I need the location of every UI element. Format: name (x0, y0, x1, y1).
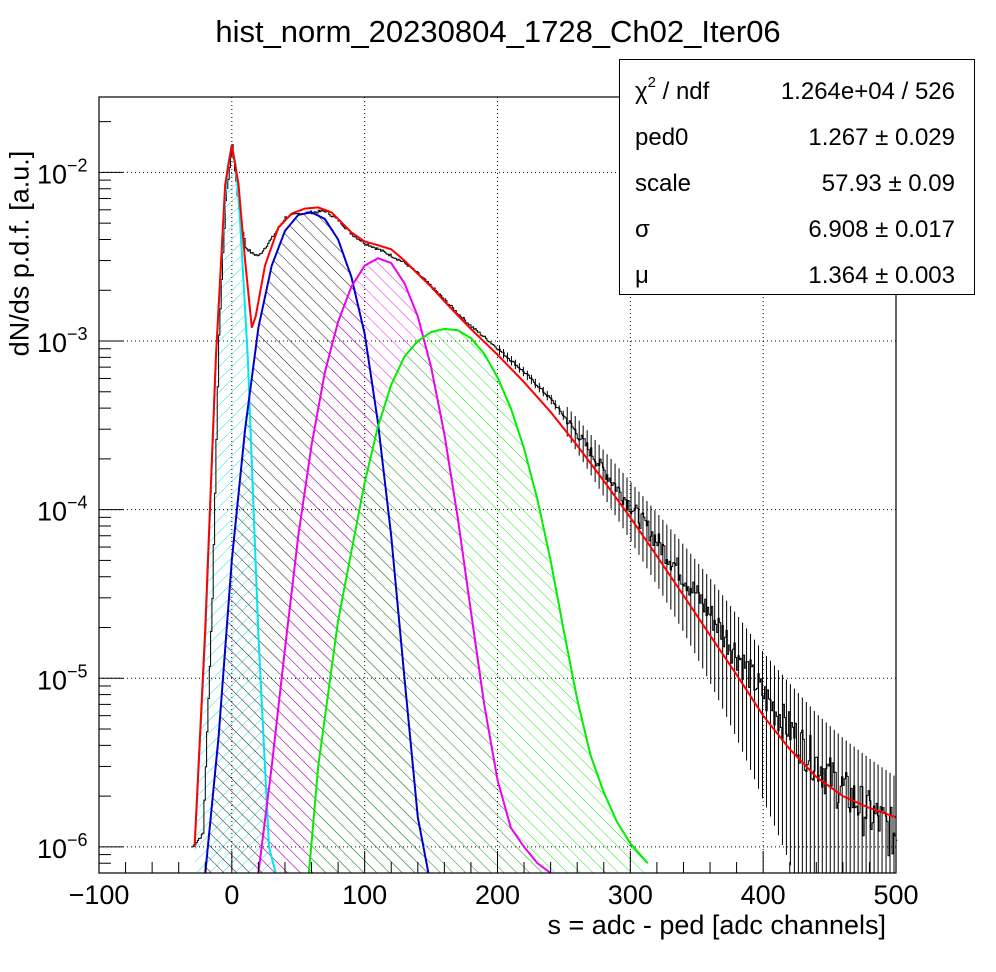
stat-value: 57.93 ± 0.09 (821, 170, 955, 197)
stat-value: 1.267 ± 0.029 (808, 124, 955, 151)
component-curve-2-p-e- (257, 257, 552, 874)
axis-ticks (98, 121, 897, 874)
stat-row-chi2: χ2 / ndf 1.264e+04 / 526 (620, 70, 976, 116)
x-tick-label: 500 (873, 880, 918, 910)
y-tick-label: 10−6 (37, 830, 88, 864)
fit-curves (193, 145, 897, 874)
data-histogram (192, 144, 898, 873)
component-fill-3-p-e- (308, 328, 648, 873)
stat-name: scale (635, 170, 692, 197)
ndf-label: / ndf (655, 78, 710, 105)
x-tick-label: −100 (69, 880, 130, 910)
component-fills (194, 145, 648, 874)
y-tick-label: 10−3 (37, 324, 88, 358)
chart-title: hist_norm_20230804_1728_Ch02_Iter06 (215, 14, 781, 49)
y-axis-label: dN/ds p.d.f. [a.u.] (4, 150, 35, 357)
y-tick-label: 10−2 (37, 155, 88, 189)
stat-name: σ (635, 216, 650, 243)
component-curve-3-p-e- (307, 327, 649, 874)
x-tick-label: 300 (608, 880, 653, 910)
x-tick-label: 100 (342, 880, 387, 910)
stat-name: χ2 / ndf (635, 74, 710, 106)
chi-symbol: χ (635, 78, 648, 105)
y-tick-label: 10−4 (37, 493, 88, 527)
total-fit-curve (193, 145, 897, 847)
x-axis-label: s = adc - ped [adc channels] (547, 910, 886, 940)
stat-name: ped0 (635, 124, 689, 151)
chi-exponent: 2 (647, 74, 656, 91)
tick-labels: −100 0 100 200 300 400 500 10−6 10−5 10−4 10−3 10−2 (37, 155, 919, 910)
x-tick-label: 400 (741, 880, 786, 910)
stat-name: μ (635, 262, 649, 289)
stat-value: 6.908 ± 0.017 (808, 216, 955, 243)
stat-row-scale: scale 57.93 ± 0.09 (620, 162, 976, 208)
x-tick-label: 200 (475, 880, 520, 910)
stat-value: 1.264e+04 / 526 (780, 78, 955, 105)
x-tick-label: 0 (224, 880, 239, 910)
stat-value: 1.364 ± 0.003 (808, 262, 955, 289)
y-tick-label: 10−5 (37, 661, 88, 695)
fit-stats-box: χ2 / ndf 1.264e+04 / 526 ped0 1.267 ± 0.… (619, 59, 975, 295)
stat-row-sigma: σ 6.908 ± 0.017 (620, 208, 976, 254)
component-curve-1-p-e- (204, 211, 430, 874)
stat-row-ped0: ped0 1.267 ± 0.029 (620, 116, 976, 162)
stat-row-mu: μ 1.364 ± 0.003 (620, 254, 976, 300)
